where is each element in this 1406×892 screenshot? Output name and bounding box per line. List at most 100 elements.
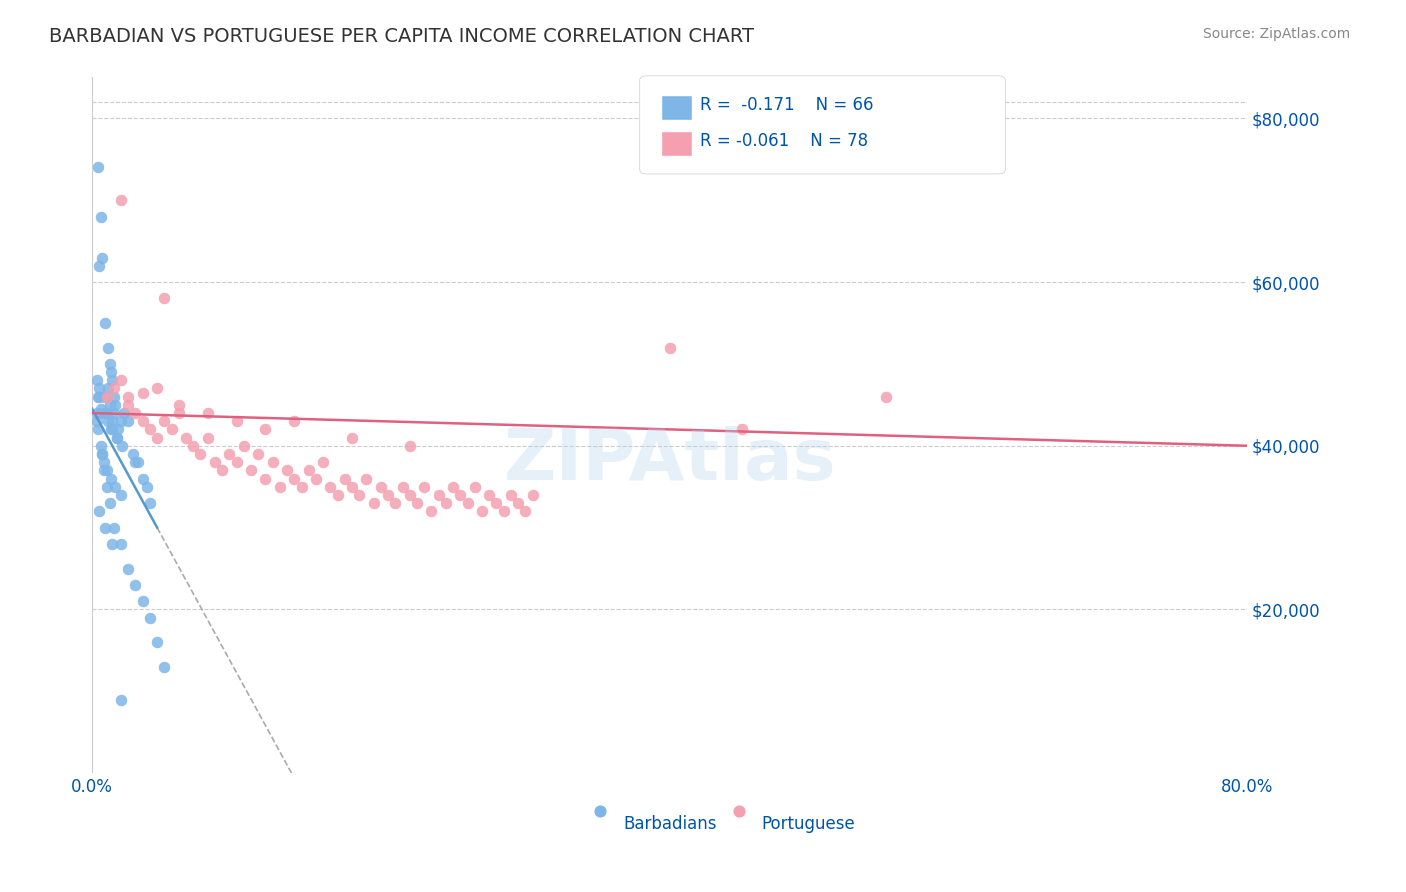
Point (298, 463, 321, 477)
Point (153, 292, 176, 306)
Text: BARBADIAN VS PORTUGUESE PER CAPITA INCOME CORRELATION CHART: BARBADIAN VS PORTUGUESE PER CAPITA INCOM… (49, 27, 754, 45)
Point (103, 521, 125, 535)
Point (190, 447, 212, 461)
Point (124, 455, 146, 469)
Point (91, 447, 114, 461)
Text: Barbadians: Barbadians (623, 815, 717, 833)
Point (98, 496, 121, 510)
Point (86, 373, 108, 387)
Point (91, 447, 114, 461)
Text: ZIPAtlas: ZIPAtlas (503, 425, 837, 494)
Point (98, 357, 121, 371)
Text: R =  -0.171    N = 66: R = -0.171 N = 66 (700, 96, 873, 114)
Point (492, 504, 515, 518)
Point (105, 431, 128, 445)
Point (100, 365, 122, 379)
Point (370, 480, 392, 494)
Point (103, 382, 125, 396)
Point (391, 480, 413, 494)
Point (515, 504, 537, 518)
Point (485, 496, 508, 510)
Point (139, 496, 162, 510)
Point (211, 463, 233, 477)
Point (89, 382, 111, 396)
Point (333, 471, 356, 485)
Point (96, 463, 118, 477)
Point (658, 341, 681, 355)
Point (97, 414, 120, 428)
Point (225, 455, 247, 469)
Point (197, 431, 219, 445)
Point (103, 406, 125, 420)
Point (413, 480, 436, 494)
Point (181, 439, 204, 453)
Point (363, 496, 385, 510)
Point (174, 431, 197, 445)
Point (87, 422, 110, 436)
Point (449, 488, 471, 502)
Point (420, 504, 443, 518)
Point (110, 414, 132, 428)
Point (132, 594, 155, 608)
Point (146, 635, 169, 649)
Point (319, 480, 342, 494)
Point (94, 521, 117, 535)
Point (107, 422, 129, 436)
Point (87, 161, 110, 175)
Point (254, 422, 277, 436)
Point (167, 406, 190, 420)
Point (522, 488, 544, 502)
Point (283, 414, 305, 428)
Point (146, 382, 169, 396)
Point (101, 373, 124, 387)
Point (103, 390, 125, 404)
Point (112, 406, 135, 420)
Point (96, 390, 118, 404)
Point (104, 398, 127, 412)
Point (340, 480, 363, 494)
Point (111, 439, 134, 453)
Point (86, 406, 108, 420)
Point (124, 406, 146, 420)
Point (731, 422, 754, 436)
Point (471, 504, 494, 518)
Point (464, 480, 486, 494)
Text: Source: ZipAtlas.com: Source: ZipAtlas.com (1202, 27, 1350, 41)
Point (441, 480, 464, 494)
Point (290, 480, 312, 494)
Point (132, 471, 155, 485)
Point (89, 766, 111, 780)
Point (94, 390, 117, 404)
Point (93, 406, 115, 420)
Point (117, 414, 139, 428)
Point (89, 390, 111, 404)
Point (398, 488, 420, 502)
Point (457, 496, 479, 510)
Point (384, 496, 406, 510)
Point (262, 455, 284, 469)
Point (305, 471, 328, 485)
Point (117, 390, 139, 404)
Point (105, 431, 128, 445)
Point (356, 471, 378, 485)
Point (132, 414, 155, 428)
Point (340, 431, 363, 445)
Point (101, 537, 124, 551)
Point (153, 414, 176, 428)
Point (499, 488, 522, 502)
Point (97, 382, 120, 396)
Point (101, 414, 124, 428)
Point (89, 259, 111, 273)
Text: R = -0.061    N = 78: R = -0.061 N = 78 (700, 132, 869, 150)
Point (312, 455, 335, 469)
Point (153, 660, 176, 674)
Point (232, 439, 254, 453)
Point (90, 401, 112, 416)
Point (204, 455, 226, 469)
Point (225, 414, 247, 428)
Point (478, 488, 501, 502)
Point (117, 561, 139, 575)
Point (146, 431, 169, 445)
Point (94, 316, 117, 330)
Point (160, 422, 183, 436)
